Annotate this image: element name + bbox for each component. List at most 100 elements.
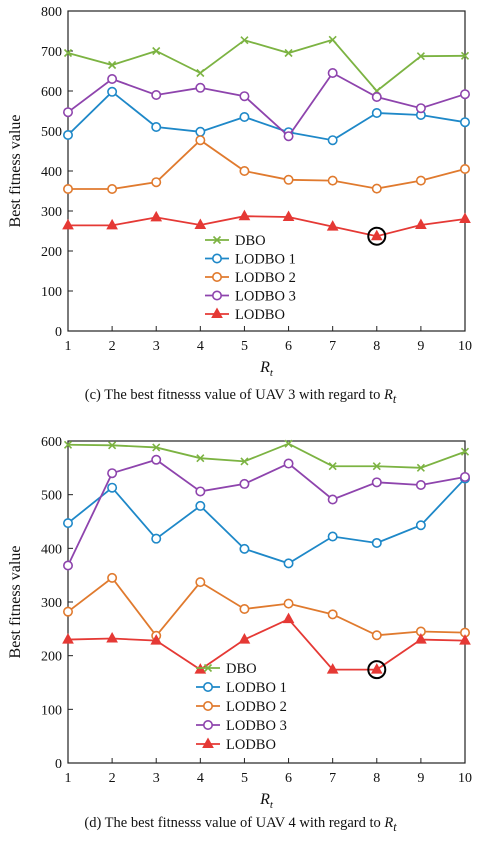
data-point-lodbo-2 bbox=[195, 577, 206, 588]
y-tick-label: 800 bbox=[41, 5, 62, 20]
data-point-dbo bbox=[372, 462, 381, 471]
legend-marker bbox=[212, 290, 223, 301]
series-dbo bbox=[63, 35, 470, 96]
data-point-lodbo bbox=[106, 218, 118, 230]
data-point-lodbo-2 bbox=[327, 175, 338, 186]
y-tick-label: 100 bbox=[41, 285, 62, 300]
x-tick-label: 10 bbox=[458, 339, 472, 354]
data-point-lodbo-1 bbox=[107, 482, 118, 493]
data-point-lodbo bbox=[238, 209, 251, 221]
data-point-lodbo-3 bbox=[459, 471, 470, 482]
legend-marker bbox=[202, 737, 214, 748]
series-line-lodbo-2 bbox=[67, 576, 466, 638]
data-point-lodbo-3 bbox=[239, 91, 250, 102]
x-tick-label: 8 bbox=[373, 339, 380, 354]
data-point-dbo bbox=[108, 441, 117, 450]
data-point-dbo bbox=[240, 36, 249, 45]
y-tick-label: 400 bbox=[41, 165, 62, 180]
chart-panel-uav4: 0 100 200 300 400 500 600 1 2 3 4 5 6 7 8 9 10 Best fitne… bbox=[0, 422, 481, 844]
data-point-lodbo bbox=[459, 212, 471, 223]
x-tick-label: 2 bbox=[109, 339, 116, 354]
data-point-lodbo-2 bbox=[107, 184, 118, 195]
series-line-dbo bbox=[67, 442, 466, 469]
data-point-lodbo-3 bbox=[459, 89, 470, 100]
y-tick-label: 200 bbox=[41, 650, 62, 665]
data-point-lodbo bbox=[326, 663, 339, 674]
data-point-lodbo-2 bbox=[195, 135, 206, 146]
series-line-lodbo-1 bbox=[67, 90, 466, 142]
legend-label: LODBO 3 bbox=[226, 718, 287, 734]
caption-subscript: t bbox=[392, 391, 397, 406]
data-point-lodbo-3 bbox=[283, 131, 294, 142]
caption-text: (c) The best fitnesss value of UAV 3 wit… bbox=[84, 387, 384, 403]
legend-item-lodbo: LODBO bbox=[205, 307, 285, 323]
data-point-lodbo bbox=[370, 229, 383, 241]
legend-marker bbox=[203, 663, 213, 673]
y-tick-label: 600 bbox=[41, 435, 62, 450]
data-point-lodbo bbox=[194, 218, 207, 229]
legend-marker bbox=[212, 253, 223, 264]
x-axis-label: Rt bbox=[259, 359, 274, 379]
data-point-lodbo-1 bbox=[151, 533, 162, 544]
data-point-lodbo-1 bbox=[459, 117, 470, 128]
data-point-lodbo-3 bbox=[62, 107, 73, 118]
x-tick-label: 1 bbox=[65, 339, 72, 354]
data-point-lodbo-1 bbox=[371, 537, 382, 548]
data-point-lodbo-3 bbox=[195, 486, 206, 497]
legend-marker bbox=[211, 307, 223, 318]
data-point-dbo bbox=[63, 440, 73, 449]
data-point-dbo bbox=[63, 48, 73, 58]
y-tick-label: 200 bbox=[41, 245, 62, 260]
x-tick-label: 1 bbox=[65, 771, 72, 786]
x-tick-label: 7 bbox=[329, 771, 336, 786]
legend-label: DBO bbox=[226, 661, 257, 677]
data-point-dbo bbox=[152, 46, 161, 56]
series-lodbo bbox=[62, 209, 471, 241]
data-point-lodbo-3 bbox=[371, 92, 382, 103]
legend-marker bbox=[203, 719, 214, 730]
x-tick-label: 8 bbox=[373, 771, 380, 786]
data-point-lodbo bbox=[150, 634, 163, 645]
legend-item-lodbo-3: LODBO 3 bbox=[205, 289, 296, 305]
y-tick-label: 700 bbox=[41, 45, 62, 60]
series-lodbo-3 bbox=[62, 68, 470, 142]
data-point-lodbo-1 bbox=[62, 130, 73, 141]
data-point-lodbo-3 bbox=[415, 103, 426, 114]
y-tick-label: 500 bbox=[41, 489, 62, 504]
y-tick-label: 300 bbox=[41, 205, 62, 220]
y-axis-label: Best fitness value bbox=[7, 115, 24, 228]
data-point-lodbo-1 bbox=[151, 122, 162, 133]
data-point-lodbo-2 bbox=[283, 598, 294, 609]
series-lodbo-2 bbox=[62, 135, 470, 195]
highlight-circle bbox=[367, 660, 387, 680]
legend-label: LODBO 3 bbox=[235, 289, 296, 305]
data-point-lodbo bbox=[282, 210, 295, 221]
data-point-lodbo bbox=[62, 633, 74, 644]
chart-panel-uav3: 0 100 200 300 400 500 600 700 800 1 2 3 4 5 6 7 8 9 10 Best… bbox=[0, 0, 481, 415]
data-point-lodbo bbox=[150, 210, 163, 222]
data-point-dbo bbox=[196, 68, 205, 78]
data-point-dbo bbox=[284, 48, 293, 58]
x-axis-label: Rt bbox=[259, 791, 274, 811]
data-point-lodbo-2 bbox=[371, 183, 382, 194]
x-tick-label: 3 bbox=[153, 771, 160, 786]
y-tick-label: 500 bbox=[41, 125, 62, 140]
data-point-lodbo-3 bbox=[415, 480, 426, 491]
x-tick-label: 5 bbox=[241, 339, 248, 354]
y-tick-label: 0 bbox=[55, 325, 62, 340]
x-tick-label: 2 bbox=[109, 771, 116, 786]
series-lodbo-3 bbox=[62, 454, 470, 571]
legend-label: LODBO 1 bbox=[226, 680, 287, 696]
data-point-lodbo-2 bbox=[283, 174, 294, 185]
legend-marker bbox=[203, 681, 214, 692]
caption-subscript: t bbox=[393, 819, 397, 834]
x-tick-label: 9 bbox=[417, 339, 424, 354]
data-point-lodbo-3 bbox=[327, 68, 338, 79]
x-tick-label: 7 bbox=[329, 339, 336, 354]
series-line-lodbo-1 bbox=[67, 477, 466, 565]
legend-item-dbo: DBO bbox=[205, 233, 266, 249]
x-tick-label: 10 bbox=[458, 771, 472, 786]
data-point-dbo bbox=[196, 454, 205, 463]
data-point-lodbo bbox=[459, 634, 471, 645]
legend-item-lodbo-2: LODBO 2 bbox=[196, 699, 287, 715]
